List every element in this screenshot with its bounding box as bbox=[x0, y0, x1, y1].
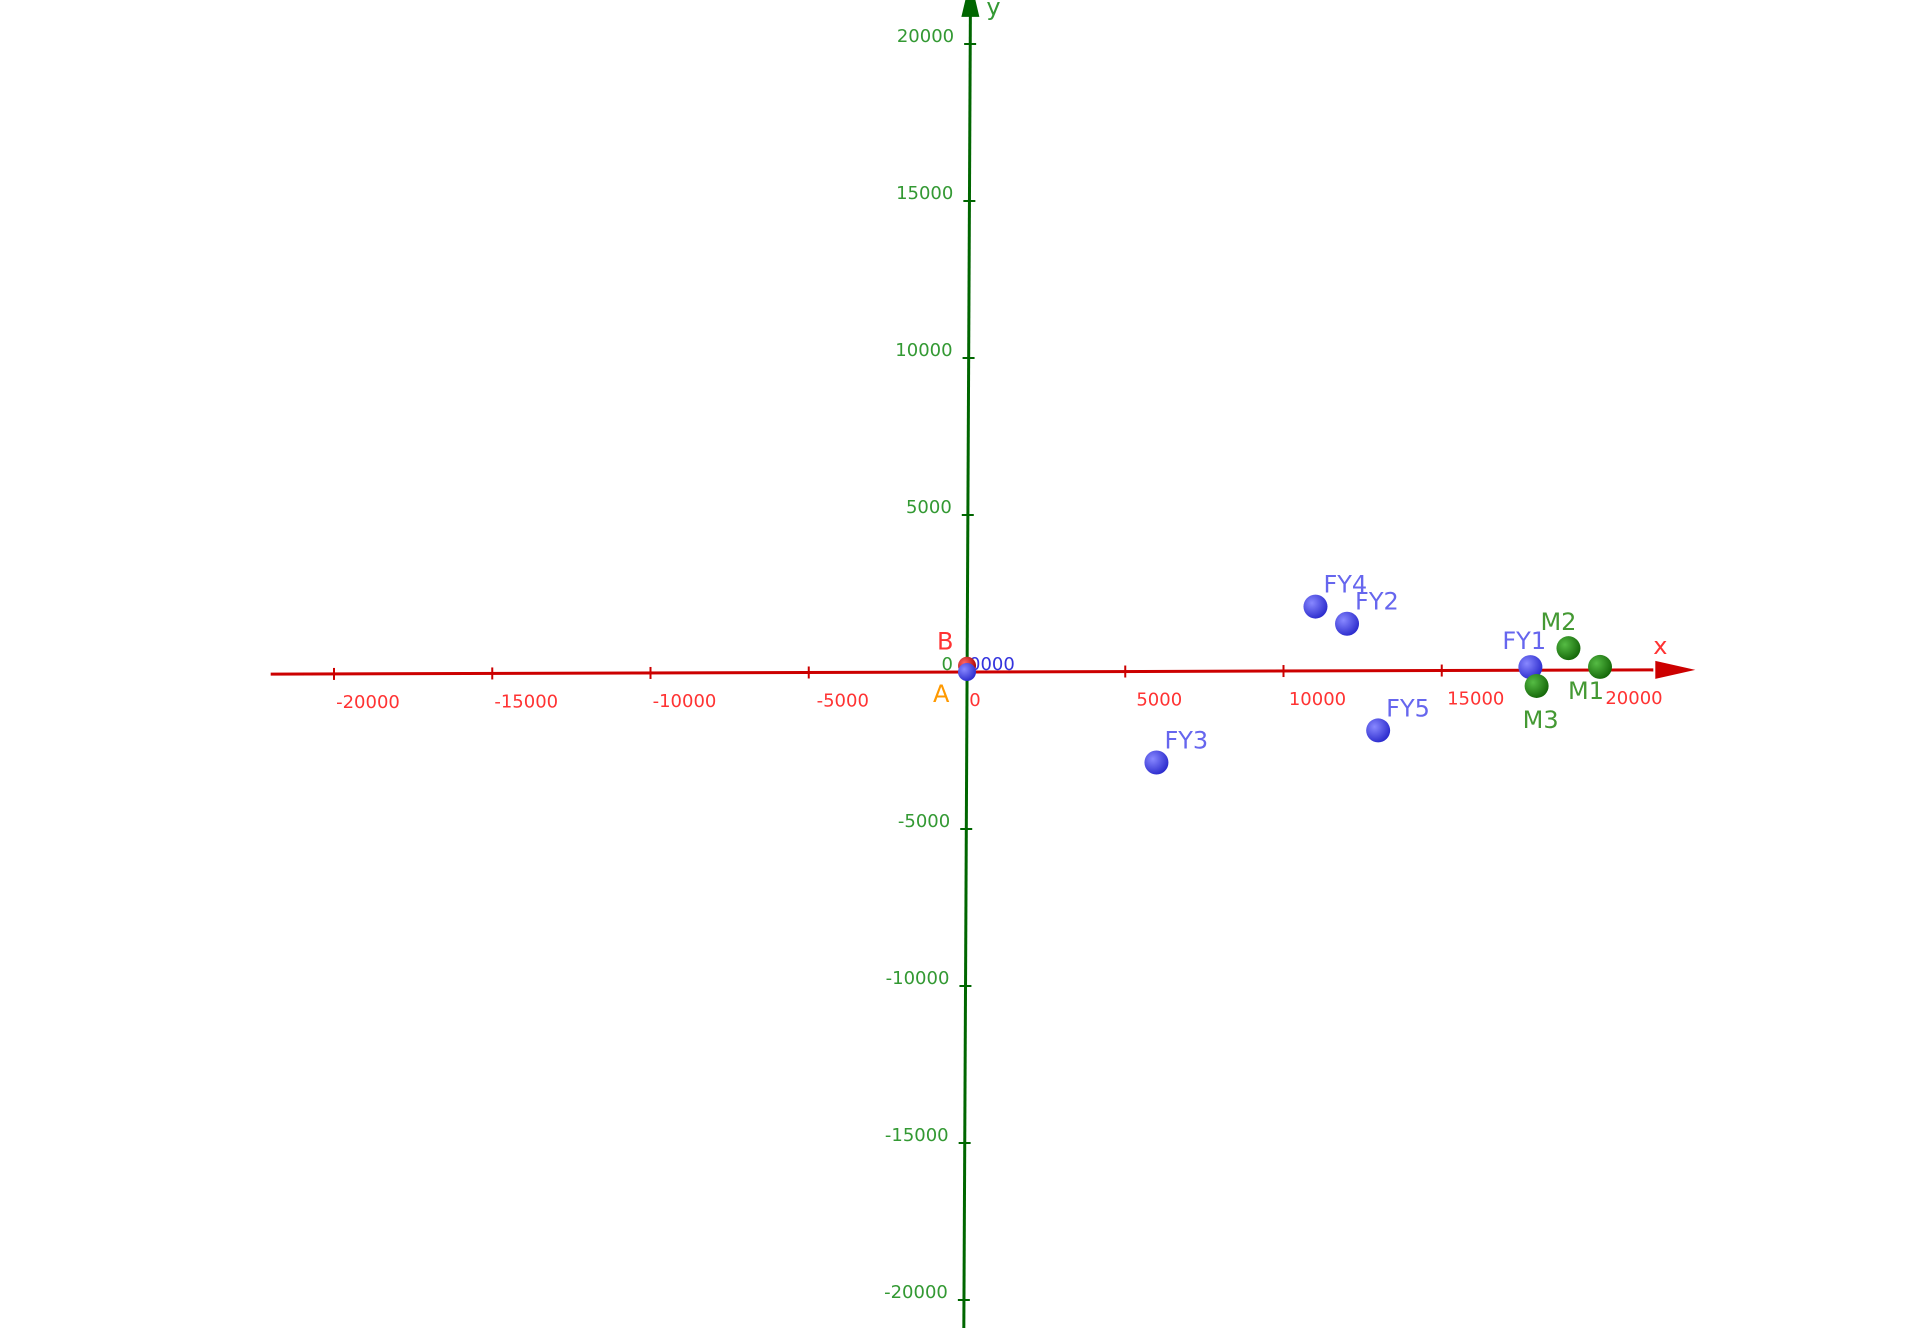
y-tick-label: 10000 bbox=[895, 340, 952, 361]
y-tick-label: -20000 bbox=[884, 1282, 948, 1303]
point-label-m2: M2 bbox=[1540, 608, 1576, 636]
x-tick-label: -5000 bbox=[817, 690, 869, 711]
y-tick-label: -10000 bbox=[886, 968, 950, 989]
x-tick-label: -20000 bbox=[336, 692, 400, 713]
y-axis-label: y bbox=[986, 0, 1000, 21]
point-fy1 bbox=[1518, 655, 1543, 680]
data-points: BA FY1 FY2 FY3 FY4 FY5 M1 M2 M3 bbox=[933, 571, 1613, 775]
y-axis-line bbox=[962, 14, 972, 1328]
y-tick-label: 20000 bbox=[897, 26, 954, 47]
x-axis-arrow bbox=[1655, 660, 1696, 679]
y-axis-arrow bbox=[961, 0, 980, 17]
point-m1 bbox=[1588, 654, 1613, 679]
point-label-fy4: FY4 bbox=[1323, 571, 1367, 599]
point-label-m3: M3 bbox=[1523, 706, 1559, 734]
point-m2 bbox=[1556, 636, 1581, 661]
point-fy4 bbox=[1303, 594, 1328, 619]
point-label-fy3: FY3 bbox=[1164, 726, 1208, 754]
point-label-b: B bbox=[937, 628, 953, 656]
y-tick-label: -5000 bbox=[898, 811, 950, 832]
y-tick-label: -15000 bbox=[885, 1125, 949, 1146]
point-label-fy1: FY1 bbox=[1502, 627, 1546, 655]
point-label-m1: M1 bbox=[1568, 677, 1604, 705]
x-tick-label: 5000 bbox=[1136, 690, 1182, 711]
y-tick-label: 0 bbox=[942, 654, 953, 675]
point-m3 bbox=[1524, 673, 1549, 698]
x-tick-label: 10000 bbox=[1289, 689, 1346, 710]
point-label-fy2: FY2 bbox=[1355, 588, 1399, 616]
y-tick-label: 5000 bbox=[906, 497, 952, 518]
axis-ticks: -20000 -15000 -10000 -5000 0 5000 10000 15000 20… bbox=[333, 26, 1663, 1303]
point-label-fy5: FY5 bbox=[1386, 694, 1430, 722]
point-fy2 bbox=[1335, 611, 1360, 636]
y-tick-label: 15000 bbox=[896, 183, 953, 204]
x-tick-label: -15000 bbox=[494, 691, 558, 712]
x-axis-label: x bbox=[1653, 632, 1667, 660]
x-tick-label: -10000 bbox=[653, 691, 717, 712]
point-a bbox=[958, 663, 976, 681]
point-label-a: A bbox=[933, 680, 950, 708]
x-tick-label: 20000 bbox=[1605, 688, 1662, 709]
point-fy3 bbox=[1144, 750, 1169, 775]
point-fy5 bbox=[1366, 718, 1391, 743]
origin-cluster-label: 0000 bbox=[969, 654, 1015, 675]
x-tick-label: 0 bbox=[969, 690, 980, 711]
x-tick-label: 15000 bbox=[1447, 689, 1504, 710]
